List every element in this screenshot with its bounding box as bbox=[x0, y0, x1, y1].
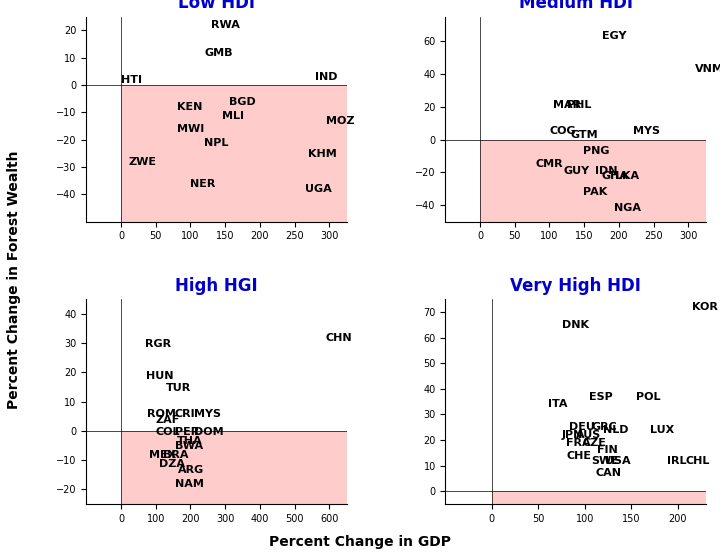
Text: CRI: CRI bbox=[175, 409, 196, 419]
Text: MOZ: MOZ bbox=[325, 116, 354, 126]
Text: ARG: ARG bbox=[179, 465, 204, 475]
Bar bbox=[121, 431, 346, 504]
Text: PNG: PNG bbox=[582, 146, 609, 156]
Text: MYS: MYS bbox=[194, 409, 221, 419]
Text: THA: THA bbox=[176, 436, 202, 446]
Text: AUS: AUS bbox=[575, 430, 600, 440]
Text: USA: USA bbox=[606, 456, 631, 465]
Text: PAK: PAK bbox=[582, 187, 607, 197]
Text: BWA: BWA bbox=[175, 441, 203, 451]
Text: FIN: FIN bbox=[597, 445, 618, 455]
Text: CHN: CHN bbox=[325, 333, 352, 343]
Text: CHE: CHE bbox=[566, 450, 591, 460]
Text: PHL: PHL bbox=[567, 100, 591, 110]
Text: HUN: HUN bbox=[146, 371, 174, 381]
Text: GHA: GHA bbox=[601, 171, 629, 180]
Text: GMB: GMB bbox=[204, 48, 233, 58]
Text: GUY: GUY bbox=[563, 166, 590, 176]
Bar bbox=[492, 491, 706, 504]
Text: DZA: DZA bbox=[159, 459, 185, 469]
Text: GRC: GRC bbox=[591, 422, 617, 432]
Text: LKA: LKA bbox=[616, 171, 639, 180]
Text: ESP: ESP bbox=[590, 391, 613, 402]
Title: Medium HDI: Medium HDI bbox=[518, 0, 632, 12]
Text: MLI: MLI bbox=[222, 110, 243, 120]
Text: IRL: IRL bbox=[667, 456, 686, 465]
Text: TUR: TUR bbox=[166, 383, 192, 393]
Text: ITA: ITA bbox=[548, 399, 567, 409]
Text: PER: PER bbox=[175, 427, 199, 437]
Text: NGA: NGA bbox=[614, 203, 641, 213]
Text: FRA: FRA bbox=[566, 438, 591, 447]
Bar bbox=[480, 139, 706, 222]
Text: CZE: CZE bbox=[582, 438, 606, 447]
Text: ZWE: ZWE bbox=[128, 157, 156, 167]
Text: LUX: LUX bbox=[650, 425, 674, 435]
Text: DNK: DNK bbox=[562, 320, 588, 330]
Text: GTM: GTM bbox=[570, 129, 598, 139]
Text: NAM: NAM bbox=[175, 479, 204, 489]
Text: Percent Change in GDP: Percent Change in GDP bbox=[269, 535, 451, 549]
Text: RGR: RGR bbox=[145, 339, 171, 349]
Text: DEU: DEU bbox=[569, 422, 595, 432]
Title: Low HDI: Low HDI bbox=[178, 0, 255, 12]
Text: COL: COL bbox=[156, 427, 180, 437]
Text: SWE: SWE bbox=[591, 456, 619, 465]
Text: IND: IND bbox=[315, 72, 338, 82]
Text: COG: COG bbox=[549, 127, 576, 136]
Text: KEN: KEN bbox=[176, 102, 202, 113]
Text: MAR: MAR bbox=[553, 100, 581, 110]
Text: KOR: KOR bbox=[692, 302, 718, 312]
Text: BGD: BGD bbox=[229, 97, 256, 107]
Text: BRA: BRA bbox=[163, 450, 188, 460]
Title: High HGI: High HGI bbox=[175, 277, 258, 295]
Text: VNM: VNM bbox=[696, 64, 720, 74]
Text: UGA: UGA bbox=[305, 184, 332, 194]
Text: NER: NER bbox=[191, 179, 216, 189]
Text: CMR: CMR bbox=[536, 159, 563, 169]
Text: IDN: IDN bbox=[595, 166, 617, 176]
Text: KHM: KHM bbox=[308, 149, 337, 158]
Title: Very High HDI: Very High HDI bbox=[510, 277, 641, 295]
Text: DOM: DOM bbox=[194, 427, 224, 437]
Text: MWI: MWI bbox=[176, 124, 204, 134]
Text: HTI: HTI bbox=[121, 75, 142, 85]
Text: JPN: JPN bbox=[562, 430, 583, 440]
Text: ROM: ROM bbox=[147, 409, 176, 419]
Text: NLD: NLD bbox=[603, 425, 629, 435]
Text: CHL: CHL bbox=[685, 456, 709, 465]
Text: POL: POL bbox=[636, 391, 660, 402]
Bar bbox=[121, 85, 346, 222]
Text: MYS: MYS bbox=[633, 127, 660, 136]
Text: RWA: RWA bbox=[211, 21, 240, 30]
Text: CAN: CAN bbox=[596, 468, 622, 478]
Text: NPL: NPL bbox=[204, 138, 229, 148]
Text: MEX: MEX bbox=[149, 450, 176, 460]
Text: Percent Change in Forest Wealth: Percent Change in Forest Wealth bbox=[7, 151, 22, 409]
Text: ZAF: ZAF bbox=[156, 415, 180, 425]
Text: EGY: EGY bbox=[601, 31, 626, 41]
